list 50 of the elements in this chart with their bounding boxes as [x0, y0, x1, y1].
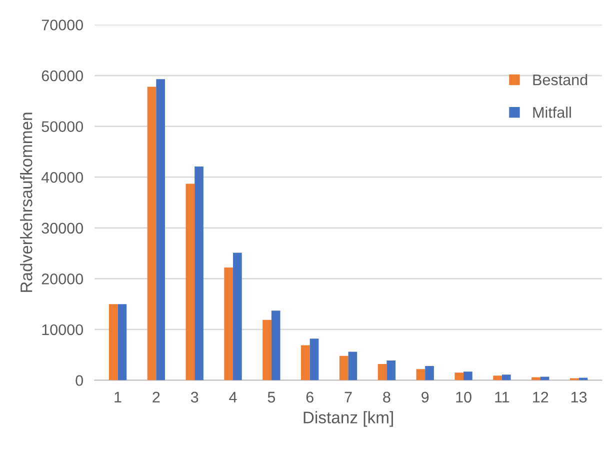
x-tick-label: 13 — [571, 392, 587, 403]
x-tick-label: 7 — [344, 392, 352, 402]
y-tick-label: 50000 — [42, 121, 83, 132]
bar — [493, 376, 502, 380]
x-tick-label: 6 — [306, 392, 314, 403]
bar — [310, 338, 319, 380]
bar — [464, 372, 472, 380]
x-tick-label: 8 — [383, 392, 390, 403]
bar — [186, 184, 195, 380]
bar — [118, 304, 127, 380]
bar — [532, 377, 540, 380]
bar — [194, 166, 204, 380]
bar — [224, 268, 234, 380]
x-tick-label: 9 — [422, 392, 429, 403]
bar — [108, 304, 118, 380]
x-tick-label: 3 — [190, 392, 198, 403]
y-axis-title: Radverkehrsaufkommen — [20, 112, 32, 292]
bar — [262, 320, 272, 380]
bar — [156, 79, 166, 380]
x-tick-label: 4 — [229, 392, 237, 402]
y-tick-label: 30000 — [42, 222, 83, 234]
legend-label: Mitfall — [533, 106, 571, 118]
y-tick-label: 70000 — [42, 20, 83, 30]
y-tick-label: 20000 — [42, 274, 83, 284]
bar — [578, 378, 588, 380]
y-tick-label: 40000 — [41, 172, 83, 183]
x-tick-label: 5 — [268, 392, 276, 403]
y-tick-label: 10000 — [42, 324, 83, 336]
bar — [502, 374, 511, 380]
x-tick-label: 2 — [152, 392, 160, 402]
bar — [339, 356, 348, 380]
bar — [348, 352, 358, 380]
bar — [386, 360, 396, 380]
x-tick-label: 12 — [533, 392, 548, 402]
x-tick-label: 1 — [114, 392, 122, 402]
bar — [271, 310, 280, 380]
x-tick-label: 11 — [495, 392, 510, 402]
bar — [540, 376, 550, 380]
bar — [378, 364, 387, 380]
x-axis-title: Distanz [km] — [304, 411, 393, 427]
bar — [147, 86, 156, 380]
bar — [425, 366, 434, 380]
y-tick-label: 0 — [76, 375, 83, 386]
bar — [301, 345, 310, 380]
y-tick-label: 60000 — [42, 70, 83, 82]
bar — [454, 372, 464, 380]
x-tick-label: 10 — [456, 392, 472, 403]
bar — [416, 369, 426, 380]
legend-label: Bestand — [533, 74, 588, 86]
bar — [233, 252, 242, 380]
